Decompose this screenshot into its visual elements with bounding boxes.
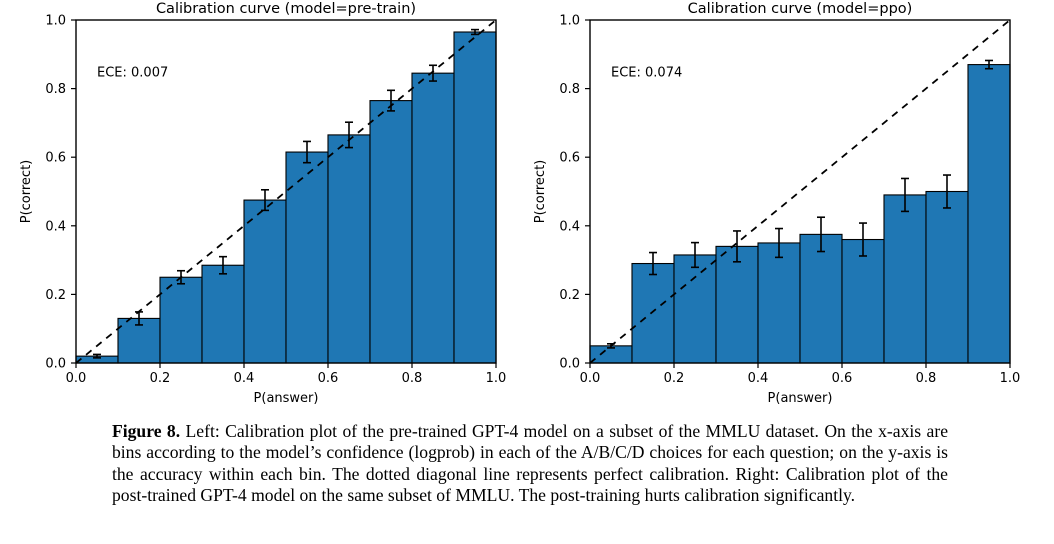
y-axis-tick-label: 0.6 <box>559 151 580 166</box>
histogram-bar <box>757 242 801 364</box>
calibration-chart-pretrain-svg: 0.0 0.2 0.4 0.6 0.8 1.0 0.0 0.2 0.4 0.6 0.8 1.0 Cali… <box>19 1 507 406</box>
y-axis-tick-label: 0.4 <box>45 219 66 234</box>
histogram-bar <box>327 134 371 364</box>
y-axis-tick-label: 0.2 <box>559 288 580 303</box>
figure-caption-label: Figure 8. <box>112 421 181 441</box>
figure-caption: Figure 8. Left: Calibration plot of the … <box>112 421 948 506</box>
x-axis-tick-label: 1.0 <box>1000 371 1021 386</box>
histogram-bar <box>715 245 759 364</box>
x-axis-tick-label: 0.2 <box>150 371 171 386</box>
ece-annotation: ECE: 0.074 <box>611 65 682 80</box>
y-axis-tick-label: 0.2 <box>45 288 66 303</box>
x-axis-tick-label: 0.0 <box>66 371 87 386</box>
histogram-bar <box>201 264 245 364</box>
figure-caption-text: Left: Calibration plot of the pre-traine… <box>112 421 948 505</box>
y-axis-tick-label: 0.4 <box>559 219 580 234</box>
y-axis-tick-label: 0.8 <box>45 82 66 97</box>
charts-row: 0.0 0.2 0.4 0.6 0.8 1.0 0.0 0.2 0.4 0.6 0.8 1.0 Cali… <box>0 0 1054 412</box>
calibration-chart-pretrain: 0.0 0.2 0.4 0.6 0.8 1.0 0.0 0.2 0.4 0.6 0.8 1.0 Cali… <box>0 0 527 412</box>
plot-frame <box>589 19 1011 364</box>
y-axis-tick-label: 0.0 <box>45 357 66 372</box>
histogram-bar <box>243 199 287 364</box>
y-axis-tick-label: 0.8 <box>559 82 580 97</box>
calibration-chart-ppo-svg: 0.0 0.2 0.4 0.6 0.8 1.0 0.0 0.2 0.4 0.6 0.8 1.0 Cali… <box>533 1 1021 406</box>
histogram-bar <box>883 194 927 364</box>
y-axis-label: P(correct) <box>19 160 34 224</box>
histogram-bar <box>159 276 203 364</box>
y-axis-label: P(correct) <box>533 160 548 224</box>
x-axis-tick-label: 0.4 <box>234 371 255 386</box>
histogram-bar <box>369 100 413 364</box>
x-axis-tick-label: 0.6 <box>318 371 339 386</box>
ece-annotation: ECE: 0.007 <box>97 65 168 80</box>
histogram-bar <box>411 72 455 364</box>
x-axis-tick-label: 0.0 <box>580 371 601 386</box>
histogram-bar <box>285 151 329 364</box>
histogram-bar <box>799 233 843 364</box>
x-axis-tick-label: 0.2 <box>664 371 685 386</box>
histogram-bar <box>631 262 675 364</box>
chart-title: Calibration curve (model=pre-train) <box>156 1 416 17</box>
chart-title: Calibration curve (model=ppo) <box>688 1 913 17</box>
x-axis-tick-label: 1.0 <box>486 371 507 386</box>
histogram-bar <box>967 64 1011 364</box>
plot-frame <box>75 19 497 364</box>
histogram-bar <box>453 31 497 364</box>
x-axis-label: P(answer) <box>768 391 833 406</box>
histogram-bar <box>925 190 969 364</box>
calibration-chart-ppo: 0.0 0.2 0.4 0.6 0.8 1.0 0.0 0.2 0.4 0.6 0.8 1.0 Cali… <box>527 0 1054 412</box>
x-axis-tick-label: 0.6 <box>832 371 853 386</box>
histogram-bar <box>841 238 885 364</box>
y-axis-tick-label: 0.6 <box>45 151 66 166</box>
y-axis-tick-label: 1.0 <box>45 14 66 29</box>
x-axis-tick-label: 0.8 <box>402 371 423 386</box>
x-axis-label: P(answer) <box>254 391 319 406</box>
x-axis-tick-label: 0.8 <box>916 371 937 386</box>
y-axis-tick-label: 0.0 <box>559 357 580 372</box>
x-axis-tick-label: 0.4 <box>748 371 769 386</box>
y-axis-tick-label: 1.0 <box>559 14 580 29</box>
histogram-bar <box>673 254 717 364</box>
